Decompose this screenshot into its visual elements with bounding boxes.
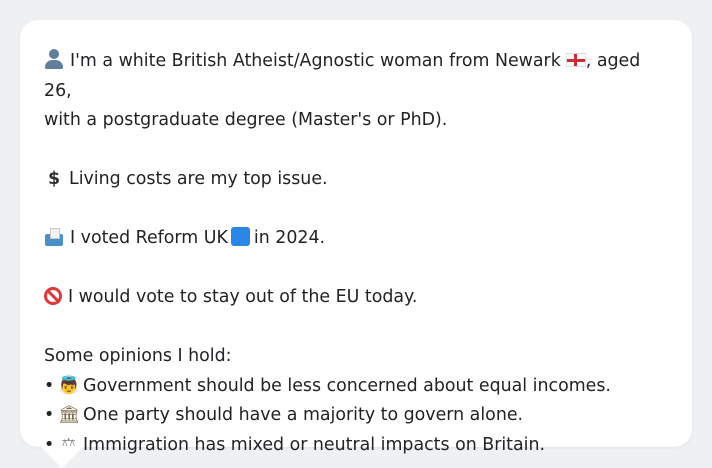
intro-line-1: I'm a white British Atheist/Agnostic wom… (44, 47, 668, 106)
opinion-text: Government should be less concerned abou… (83, 375, 611, 396)
list-item: • ⚖ Immigration has mixed or neutral impac… (44, 431, 668, 461)
dollar-icon: $ (47, 169, 61, 189)
intro-age-text: , aged 26, (44, 51, 641, 101)
person-icon (44, 49, 64, 69)
england-flag-icon (565, 53, 586, 67)
vote-text: I voted Reform UK (70, 228, 228, 248)
prohibited-icon (44, 287, 62, 305)
opinion-text: Immigration has mixed or neutral impacts… (83, 434, 546, 455)
list-item: • 🏛 One party should have a majority to go… (44, 401, 668, 431)
issue-line: $ Living costs are my top issue. (44, 165, 668, 195)
cupid-icon: 👼 (58, 375, 80, 396)
list-item: • 👼 Government should be less concerned ab… (44, 372, 668, 402)
classical-building-icon: 🏛 (58, 405, 81, 425)
bullet: • (44, 375, 55, 396)
opinions-heading: Some opinions I hold: (44, 346, 232, 366)
ballot-box-icon (44, 228, 64, 246)
opinion-text: One party should have a majority to gove… (83, 405, 524, 425)
vote-year-text: in 2024. (253, 228, 326, 248)
bubble-tail (40, 446, 84, 468)
intro-text: I'm a white British Atheist/Agnostic wom… (70, 51, 561, 71)
vote-line: I voted Reform UK in 2024. (44, 224, 668, 254)
bullet: • (44, 405, 55, 425)
eu-text: I would vote to stay out of the EU today… (68, 287, 418, 307)
blue-square-icon (230, 227, 250, 246)
bullet: • (44, 434, 55, 455)
intro-line-2: with a postgraduate degree (Master's or … (44, 110, 448, 130)
eu-line: I would vote to stay out of the EU today… (44, 283, 668, 313)
message-card: I'm a white British Atheist/Agnostic wom… (20, 20, 692, 455)
issue-text: Living costs are my top issue. (69, 169, 328, 189)
